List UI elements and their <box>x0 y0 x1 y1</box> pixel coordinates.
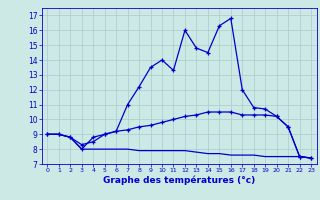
X-axis label: Graphe des températures (°c): Graphe des températures (°c) <box>103 176 255 185</box>
